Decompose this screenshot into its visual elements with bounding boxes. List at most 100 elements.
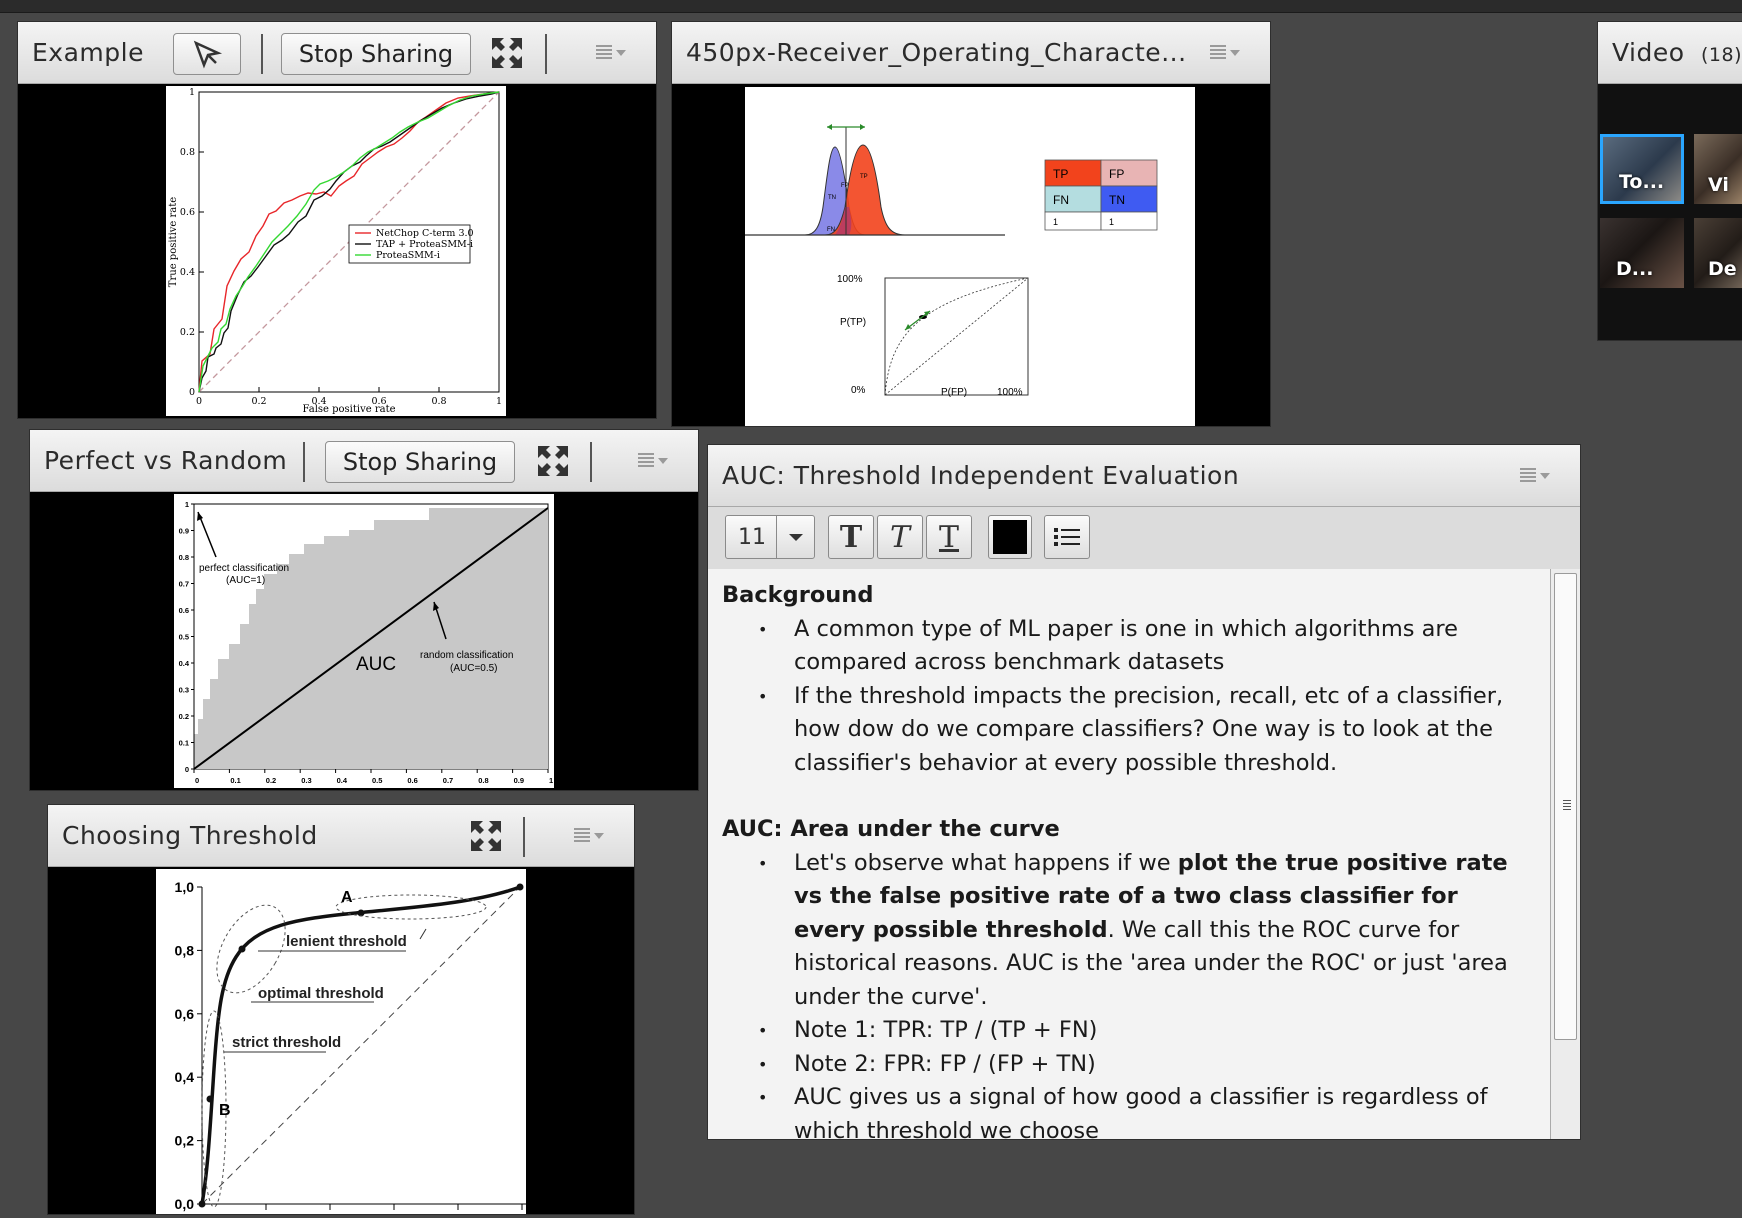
video-tile[interactable]: Vi	[1694, 134, 1742, 204]
fullscreen-icon[interactable]	[490, 36, 524, 70]
stop-sharing-button[interactable]: Stop Sharing	[325, 441, 515, 483]
example-pod: Example Stop Sharing 0 0.2 0.4 0.6 0.8 1 0 0.2 0…	[18, 22, 656, 418]
pod-title: AUC: Threshold Independent Evaluation	[722, 461, 1240, 490]
pod-header: Choosing Threshold	[48, 805, 634, 867]
pod-title: Video (18)	[1612, 38, 1742, 67]
x-right-label: 100%	[997, 387, 1023, 398]
pod-options-menu[interactable]	[574, 827, 608, 845]
fullscreen-icon[interactable]	[469, 819, 503, 853]
x-tick-label: 0.8	[478, 776, 488, 785]
note-scrollbar[interactable]	[1550, 569, 1580, 1139]
y-tick-label: 0,0	[175, 1196, 195, 1212]
pointer-tool-button[interactable]	[173, 33, 241, 75]
perfect-annotation-sub: (AUC=1)	[226, 575, 265, 586]
y-tick-label: 1	[189, 87, 195, 98]
video-pod: Video (18) To... Vi D... De	[1598, 22, 1742, 340]
y-tick-label: 0.5	[179, 633, 189, 642]
pod-header: 450px-Receiver_Operating_Characte...	[672, 22, 1270, 84]
pod-options-menu[interactable]	[638, 452, 672, 470]
y-axis-label: P(TP)	[840, 317, 866, 328]
font-size-select[interactable]: 11	[725, 515, 815, 559]
y-tick-label: 0.8	[180, 147, 195, 158]
y-top-label: 100%	[837, 274, 863, 285]
x-tick-label: 0.6	[371, 396, 386, 407]
fn-region-label: FN	[827, 227, 835, 233]
y-tick-label: 0.6	[180, 207, 195, 218]
legend-label-netchop: NetChop C-term 3.0	[376, 228, 474, 239]
participant-name: D...	[1616, 258, 1654, 280]
bold-icon: T	[839, 519, 863, 555]
pod-title: Perfect vs Random	[44, 446, 288, 475]
x-tick-label: 0.1	[230, 776, 240, 785]
perfect-vs-random-pod: Perfect vs Random Stop Sharing 0 0.1 0.2 0.…	[30, 430, 698, 790]
font-size-value: 11	[738, 524, 766, 550]
participant-count: (18)	[1701, 44, 1742, 66]
note-text-area[interactable]: Background A common type of ML paper is o…	[708, 569, 1550, 1144]
x-axis-label: False positive rate	[302, 404, 395, 415]
y-tick-label: 0,8	[175, 942, 195, 958]
separator	[261, 34, 263, 74]
participant-name: Vi	[1708, 174, 1729, 196]
series-line-tap	[198, 91, 500, 393]
matrix-cell-sum-right: 1	[1109, 217, 1114, 227]
bullet-item: Let's observe what happens if we plot th…	[758, 847, 1536, 1015]
italic-button[interactable]: T	[877, 515, 923, 559]
list-icon	[1054, 528, 1080, 546]
separator	[303, 442, 305, 482]
y-axis-label: True positive rate	[168, 197, 179, 287]
x-tick-label: 0.3	[301, 776, 311, 785]
y-bottom-label: 0%	[851, 385, 866, 396]
pod-options-menu[interactable]	[1210, 44, 1244, 62]
confusion-matrix: TP FP FN TN 1 1	[1044, 159, 1158, 231]
bold-button[interactable]: T	[828, 515, 874, 559]
point-b-label: B	[219, 1102, 231, 1119]
underline-button[interactable]: T	[926, 515, 972, 559]
roc-concept-diagram: TN FP TP FN TP FP FN TN 1 1	[745, 87, 1195, 426]
scrollbar-thumb[interactable]	[1554, 573, 1577, 1040]
pod-header: Example Stop Sharing	[18, 22, 656, 84]
video-tile[interactable]: To...	[1600, 134, 1684, 204]
bullet-item: Note 1: TPR: TP / (TP + FN)	[758, 1014, 1536, 1048]
video-tile[interactable]: D...	[1600, 218, 1684, 288]
strict-threshold-label: strict threshold	[232, 1034, 341, 1051]
bullet-list-button[interactable]	[1044, 515, 1090, 559]
random-annotation-sub: (AUC=0.5)	[450, 663, 498, 674]
x-tick-label: 0.4	[337, 776, 348, 785]
participant-name: To...	[1619, 171, 1665, 193]
pod-title: 450px-Receiver_Operating_Characte...	[686, 38, 1187, 67]
perfect-annotation: perfect classification	[199, 563, 289, 574]
text-color-button[interactable]	[988, 515, 1032, 559]
optimal-threshold-label: optimal threshold	[258, 985, 384, 1002]
point-a-label: A	[341, 889, 353, 906]
y-tick-label: 0.9	[179, 527, 189, 536]
pod-options-menu[interactable]	[1520, 467, 1554, 485]
x-tick-label: 0.4	[311, 396, 326, 407]
y-tick-label: 0.4	[179, 659, 190, 668]
auc-area-label: AUC	[356, 654, 396, 675]
y-tick-label: 0	[189, 387, 195, 398]
roc-curve	[200, 885, 521, 1205]
pod-header: Video (18)	[1598, 22, 1742, 84]
chance-diagonal	[201, 886, 521, 1205]
x-tick-label: 0	[196, 396, 202, 407]
legend-label-tap: TAP + ProteaSMM-i	[376, 239, 473, 250]
stop-sharing-button[interactable]: Stop Sharing	[281, 33, 471, 75]
note-heading: AUC: Area under the curve	[722, 816, 1060, 842]
shared-content: 0 0.2 0.4 0.6 0.8 1 0 0.2 0.4 0.6 0.8 1 NetChop C-t…	[18, 84, 656, 418]
color-swatch-icon	[993, 520, 1027, 554]
participant-name: De	[1708, 258, 1737, 280]
separator	[523, 817, 525, 857]
video-tile[interactable]: De	[1694, 218, 1742, 288]
top-menu-bar	[0, 0, 1742, 13]
bullet-item: A common type of ML paper is one in whic…	[758, 613, 1536, 680]
fullscreen-icon[interactable]	[536, 444, 570, 478]
bullet-item: Note 2: FPR: FP / (FP + TN)	[758, 1048, 1536, 1082]
x-tick-label: 1	[549, 776, 553, 785]
matrix-cell-fn: FN	[1053, 193, 1069, 207]
y-tick-label: 0.7	[179, 580, 189, 589]
random-classifier-diagonal	[193, 507, 549, 770]
pod-options-menu[interactable]	[596, 44, 630, 62]
y-tick-label: 1	[185, 500, 189, 509]
y-tick-label: 0,6	[175, 1006, 195, 1022]
pod-title: Example	[32, 38, 144, 67]
